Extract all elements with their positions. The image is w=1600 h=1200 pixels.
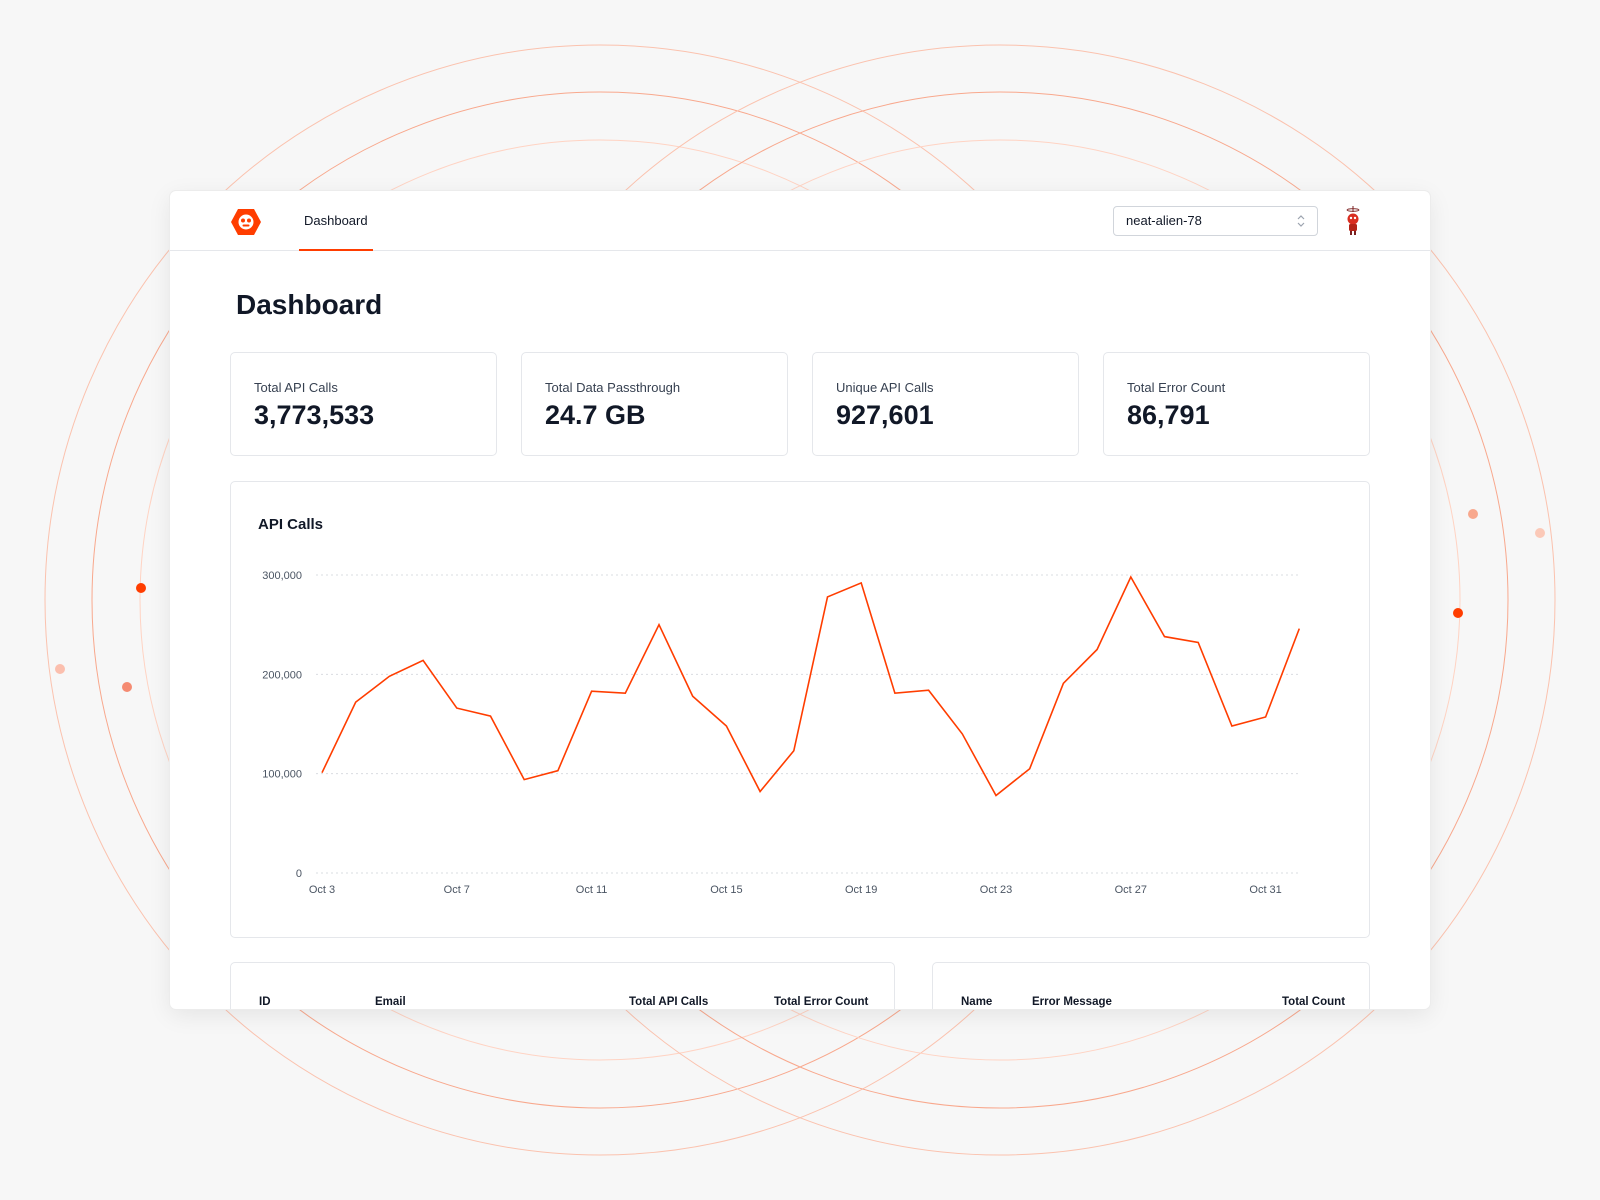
data-point[interactable]: [353, 699, 359, 705]
column-header-total-count[interactable]: Total Count: [1282, 996, 1346, 1008]
data-point[interactable]: [1128, 574, 1134, 580]
x-tick-label: Oct 3: [309, 884, 335, 896]
stat-card-total-error-count: Total Error Count 86,791: [1103, 352, 1370, 456]
column-header-id[interactable]: ID: [259, 996, 271, 1008]
data-point[interactable]: [656, 622, 662, 628]
orbit-dot: [1535, 528, 1545, 538]
x-tick-label: Oct 15: [710, 884, 742, 896]
api-calls-line-chart: 0 100,000 200,000 300,000 Oct 3 Oct 7 Oct 11 Oc…: [262, 570, 1302, 896]
data-point[interactable]: [926, 687, 932, 693]
monkey-logo-icon[interactable]: [230, 208, 262, 236]
stat-value: 3,773,533: [254, 400, 375, 430]
app-window: Dashboard neat-alien-78 Dashboard: [170, 191, 1430, 1009]
data-point[interactable]: [454, 705, 460, 711]
x-tick-label: Oct 19: [845, 884, 877, 896]
y-tick-label: 300,000: [262, 570, 302, 582]
column-header-total-error-count[interactable]: Total Error Count: [774, 996, 869, 1008]
data-point[interactable]: [858, 580, 864, 586]
x-tick-label: Oct 11: [576, 884, 608, 896]
orbit-dot: [55, 664, 65, 674]
column-header-email[interactable]: Email: [375, 996, 406, 1008]
data-point[interactable]: [1027, 766, 1033, 772]
stat-label: Total Data Passthrough: [545, 380, 681, 395]
data-point[interactable]: [757, 789, 763, 795]
data-point[interactable]: [892, 690, 898, 696]
project-selector-value: neat-alien-78: [1126, 213, 1202, 228]
data-point[interactable]: [319, 770, 325, 776]
api-calls-chart-card: API Calls 0 100,000 200,000 300,000 Oct 3 Oct…: [230, 481, 1370, 938]
data-point[interactable]: [723, 723, 729, 729]
orbit-dot: [1468, 509, 1478, 519]
y-tick-label: 200,000: [262, 669, 302, 681]
data-point[interactable]: [1229, 723, 1235, 729]
stat-value: 927,601: [836, 400, 934, 430]
data-point[interactable]: [420, 657, 426, 663]
stat-label: Total API Calls: [254, 380, 338, 395]
data-point[interactable]: [521, 777, 527, 783]
page-title: Dashboard: [236, 289, 383, 320]
robot-avatar-icon[interactable]: [1343, 205, 1363, 237]
errors-table: Name Error Message Total Count: [932, 962, 1370, 1009]
stat-value: 24.7 GB: [545, 400, 646, 430]
orbit-dot: [1453, 608, 1463, 618]
tab-dashboard[interactable]: Dashboard: [299, 191, 373, 251]
orbit-dot: [122, 682, 132, 692]
stat-label: Unique API Calls: [836, 380, 934, 395]
x-tick-label: Oct 31: [1249, 884, 1281, 896]
y-tick-label: 0: [296, 868, 302, 880]
top-navigation-bar: Dashboard neat-alien-78: [170, 191, 1430, 251]
data-point[interactable]: [622, 690, 628, 696]
chevron-up-down-icon: [1297, 215, 1305, 227]
data-point[interactable]: [1263, 714, 1269, 720]
data-point[interactable]: [993, 793, 999, 799]
column-header-error-message[interactable]: Error Message: [1032, 996, 1112, 1008]
orbit-dot: [136, 583, 146, 593]
data-point[interactable]: [386, 673, 392, 679]
data-point[interactable]: [825, 594, 831, 600]
column-header-total-api-calls[interactable]: Total API Calls: [629, 996, 709, 1008]
data-point[interactable]: [791, 748, 797, 754]
stat-card-unique-api-calls: Unique API Calls 927,601: [812, 352, 1079, 456]
users-table: ID Email Total API Calls Total Error Cou…: [230, 962, 895, 1009]
data-point[interactable]: [1094, 647, 1100, 653]
data-point[interactable]: [1162, 634, 1168, 640]
data-point[interactable]: [959, 731, 965, 737]
data-point[interactable]: [690, 693, 696, 699]
data-point[interactable]: [1195, 640, 1201, 646]
data-point[interactable]: [488, 713, 494, 719]
y-tick-label: 100,000: [262, 769, 302, 781]
stat-value: 86,791: [1127, 400, 1210, 430]
stat-label: Total Error Count: [1127, 380, 1226, 395]
stat-card-total-api-calls: Total API Calls 3,773,533: [230, 352, 497, 456]
stat-card-total-data-passthrough: Total Data Passthrough 24.7 GB: [521, 352, 788, 456]
data-point[interactable]: [1060, 680, 1066, 686]
data-point[interactable]: [1296, 626, 1302, 632]
series-line-api-calls: [321, 575, 1301, 797]
data-point[interactable]: [555, 768, 561, 774]
x-tick-label: Oct 7: [444, 884, 470, 896]
column-header-name[interactable]: Name: [961, 996, 993, 1008]
project-selector[interactable]: neat-alien-78: [1113, 206, 1318, 236]
x-tick-label: Oct 23: [980, 884, 1012, 896]
chart-title: API Calls: [258, 516, 324, 533]
data-point[interactable]: [589, 688, 595, 694]
x-tick-label: Oct 27: [1115, 884, 1147, 896]
